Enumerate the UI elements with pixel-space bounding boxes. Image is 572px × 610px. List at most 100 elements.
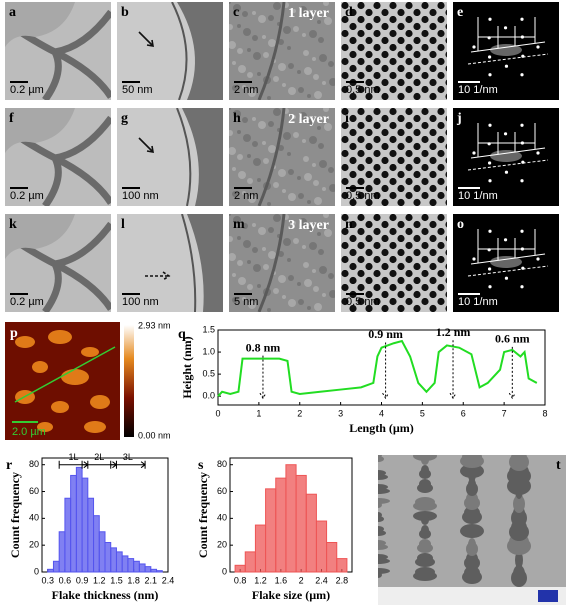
panel-label: s bbox=[198, 458, 204, 473]
noise bbox=[232, 61, 236, 65]
noise bbox=[288, 275, 294, 281]
annotation: 0.6 nm bbox=[495, 332, 530, 346]
scale-bar-label: 0.5 nm bbox=[346, 296, 380, 308]
y-tick-label: 0 bbox=[222, 566, 227, 576]
noise bbox=[233, 4, 241, 12]
noise bbox=[252, 117, 256, 121]
flake bbox=[48, 330, 72, 344]
micrograph bbox=[229, 214, 335, 312]
noise bbox=[324, 123, 332, 131]
noise bbox=[318, 249, 324, 255]
noise bbox=[299, 218, 307, 226]
spot bbox=[503, 238, 508, 242]
noise bbox=[304, 67, 312, 75]
noise bbox=[237, 130, 241, 134]
scale-bar-label: 0.2 µm bbox=[10, 84, 44, 96]
noise bbox=[303, 156, 309, 162]
bar bbox=[58, 531, 66, 573]
noise bbox=[268, 227, 274, 233]
guide bbox=[467, 53, 549, 65]
noise bbox=[312, 269, 316, 273]
noise bbox=[313, 286, 319, 292]
edge bbox=[257, 214, 286, 312]
noise bbox=[298, 299, 304, 305]
bar bbox=[87, 497, 95, 573]
noise bbox=[258, 227, 266, 235]
noise bbox=[303, 50, 309, 56]
noise bbox=[322, 81, 326, 85]
noise bbox=[292, 115, 296, 119]
noise bbox=[308, 119, 314, 125]
y-tick-label: 0 bbox=[34, 566, 39, 576]
noise bbox=[317, 232, 321, 236]
noise bbox=[318, 143, 324, 149]
noise bbox=[282, 83, 286, 87]
bar bbox=[127, 558, 135, 573]
bar bbox=[244, 551, 256, 573]
flake bbox=[37, 422, 53, 432]
annotation: 0.9 nm bbox=[368, 327, 403, 341]
noise bbox=[229, 24, 233, 30]
noise bbox=[257, 284, 261, 288]
noise bbox=[273, 108, 281, 116]
scale-bar-label: 2 nm bbox=[234, 84, 258, 96]
flake bbox=[419, 529, 431, 539]
noise bbox=[307, 94, 311, 98]
flake bbox=[378, 516, 384, 522]
noise bbox=[237, 48, 243, 54]
flake bbox=[15, 336, 35, 348]
noise bbox=[229, 147, 236, 155]
x-tick-label: 2.4 bbox=[315, 575, 328, 585]
flake bbox=[32, 361, 48, 373]
noise bbox=[247, 72, 253, 78]
bar bbox=[315, 520, 328, 573]
layer-label: 2 layer bbox=[288, 112, 329, 127]
flake bbox=[462, 510, 482, 524]
noise bbox=[232, 297, 238, 303]
flake bbox=[378, 568, 390, 574]
profile-line bbox=[14, 346, 116, 403]
y-tick-label: 40 bbox=[217, 513, 227, 523]
x-tick-label: 0.8 bbox=[234, 575, 247, 585]
noise bbox=[303, 262, 309, 268]
flake bbox=[378, 456, 384, 462]
lattice bbox=[341, 214, 447, 312]
panel-label: c bbox=[233, 5, 239, 20]
arrow bbox=[138, 31, 154, 47]
layer-label: 1 layer bbox=[288, 6, 329, 21]
annotation: 3L bbox=[123, 452, 133, 462]
noise bbox=[232, 273, 236, 277]
noise bbox=[293, 132, 299, 138]
micrograph bbox=[341, 2, 447, 100]
noise bbox=[229, 236, 233, 242]
x-tick-label: 0.3 bbox=[41, 575, 54, 585]
y-tick-label: 60 bbox=[29, 486, 39, 496]
noise bbox=[242, 297, 246, 301]
noise bbox=[322, 293, 326, 297]
noise bbox=[329, 78, 335, 86]
flake bbox=[413, 501, 437, 511]
noise bbox=[288, 63, 294, 69]
micrograph bbox=[5, 108, 111, 206]
bar bbox=[115, 551, 123, 573]
arrow bbox=[145, 271, 171, 281]
bar bbox=[70, 474, 77, 573]
noise bbox=[253, 264, 261, 272]
noise bbox=[317, 20, 321, 24]
noise bbox=[307, 306, 311, 310]
noise bbox=[237, 154, 243, 160]
noise bbox=[307, 200, 311, 204]
noise bbox=[268, 15, 274, 21]
micrograph bbox=[117, 214, 223, 312]
y-axis-label: Height (nm) bbox=[180, 336, 194, 398]
noise bbox=[302, 245, 306, 249]
noise bbox=[242, 85, 246, 89]
flake bbox=[378, 474, 388, 480]
profile bbox=[470, 229, 546, 265]
y-tick-label: 80 bbox=[29, 459, 39, 469]
annotation: 2L bbox=[94, 452, 104, 462]
logo bbox=[538, 590, 558, 602]
edge bbox=[171, 2, 188, 100]
noise bbox=[309, 242, 317, 250]
flake bbox=[378, 558, 390, 564]
